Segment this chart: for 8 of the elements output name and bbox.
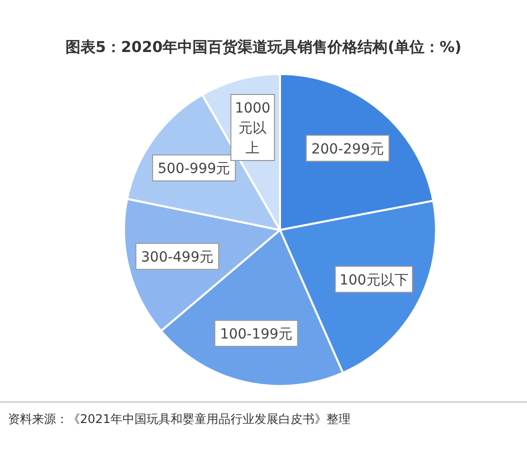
slice-label: 1000元以上 [234, 100, 270, 157]
slice-label: 200-299元 [311, 141, 384, 158]
chart-title: 图表5：2020年中国百货渠道玩具销售价格结构(单位：%) [66, 38, 462, 56]
slice-label: 100元以下 [340, 272, 408, 288]
slice-label: 500-999元 [158, 160, 230, 177]
slice-label: 100-199元 [220, 326, 292, 342]
slice-label: 300-499元 [141, 249, 214, 266]
text: 资料来源：《2021年中国玩具和婴童用品行业发展白皮书》整理 [8, 412, 351, 426]
